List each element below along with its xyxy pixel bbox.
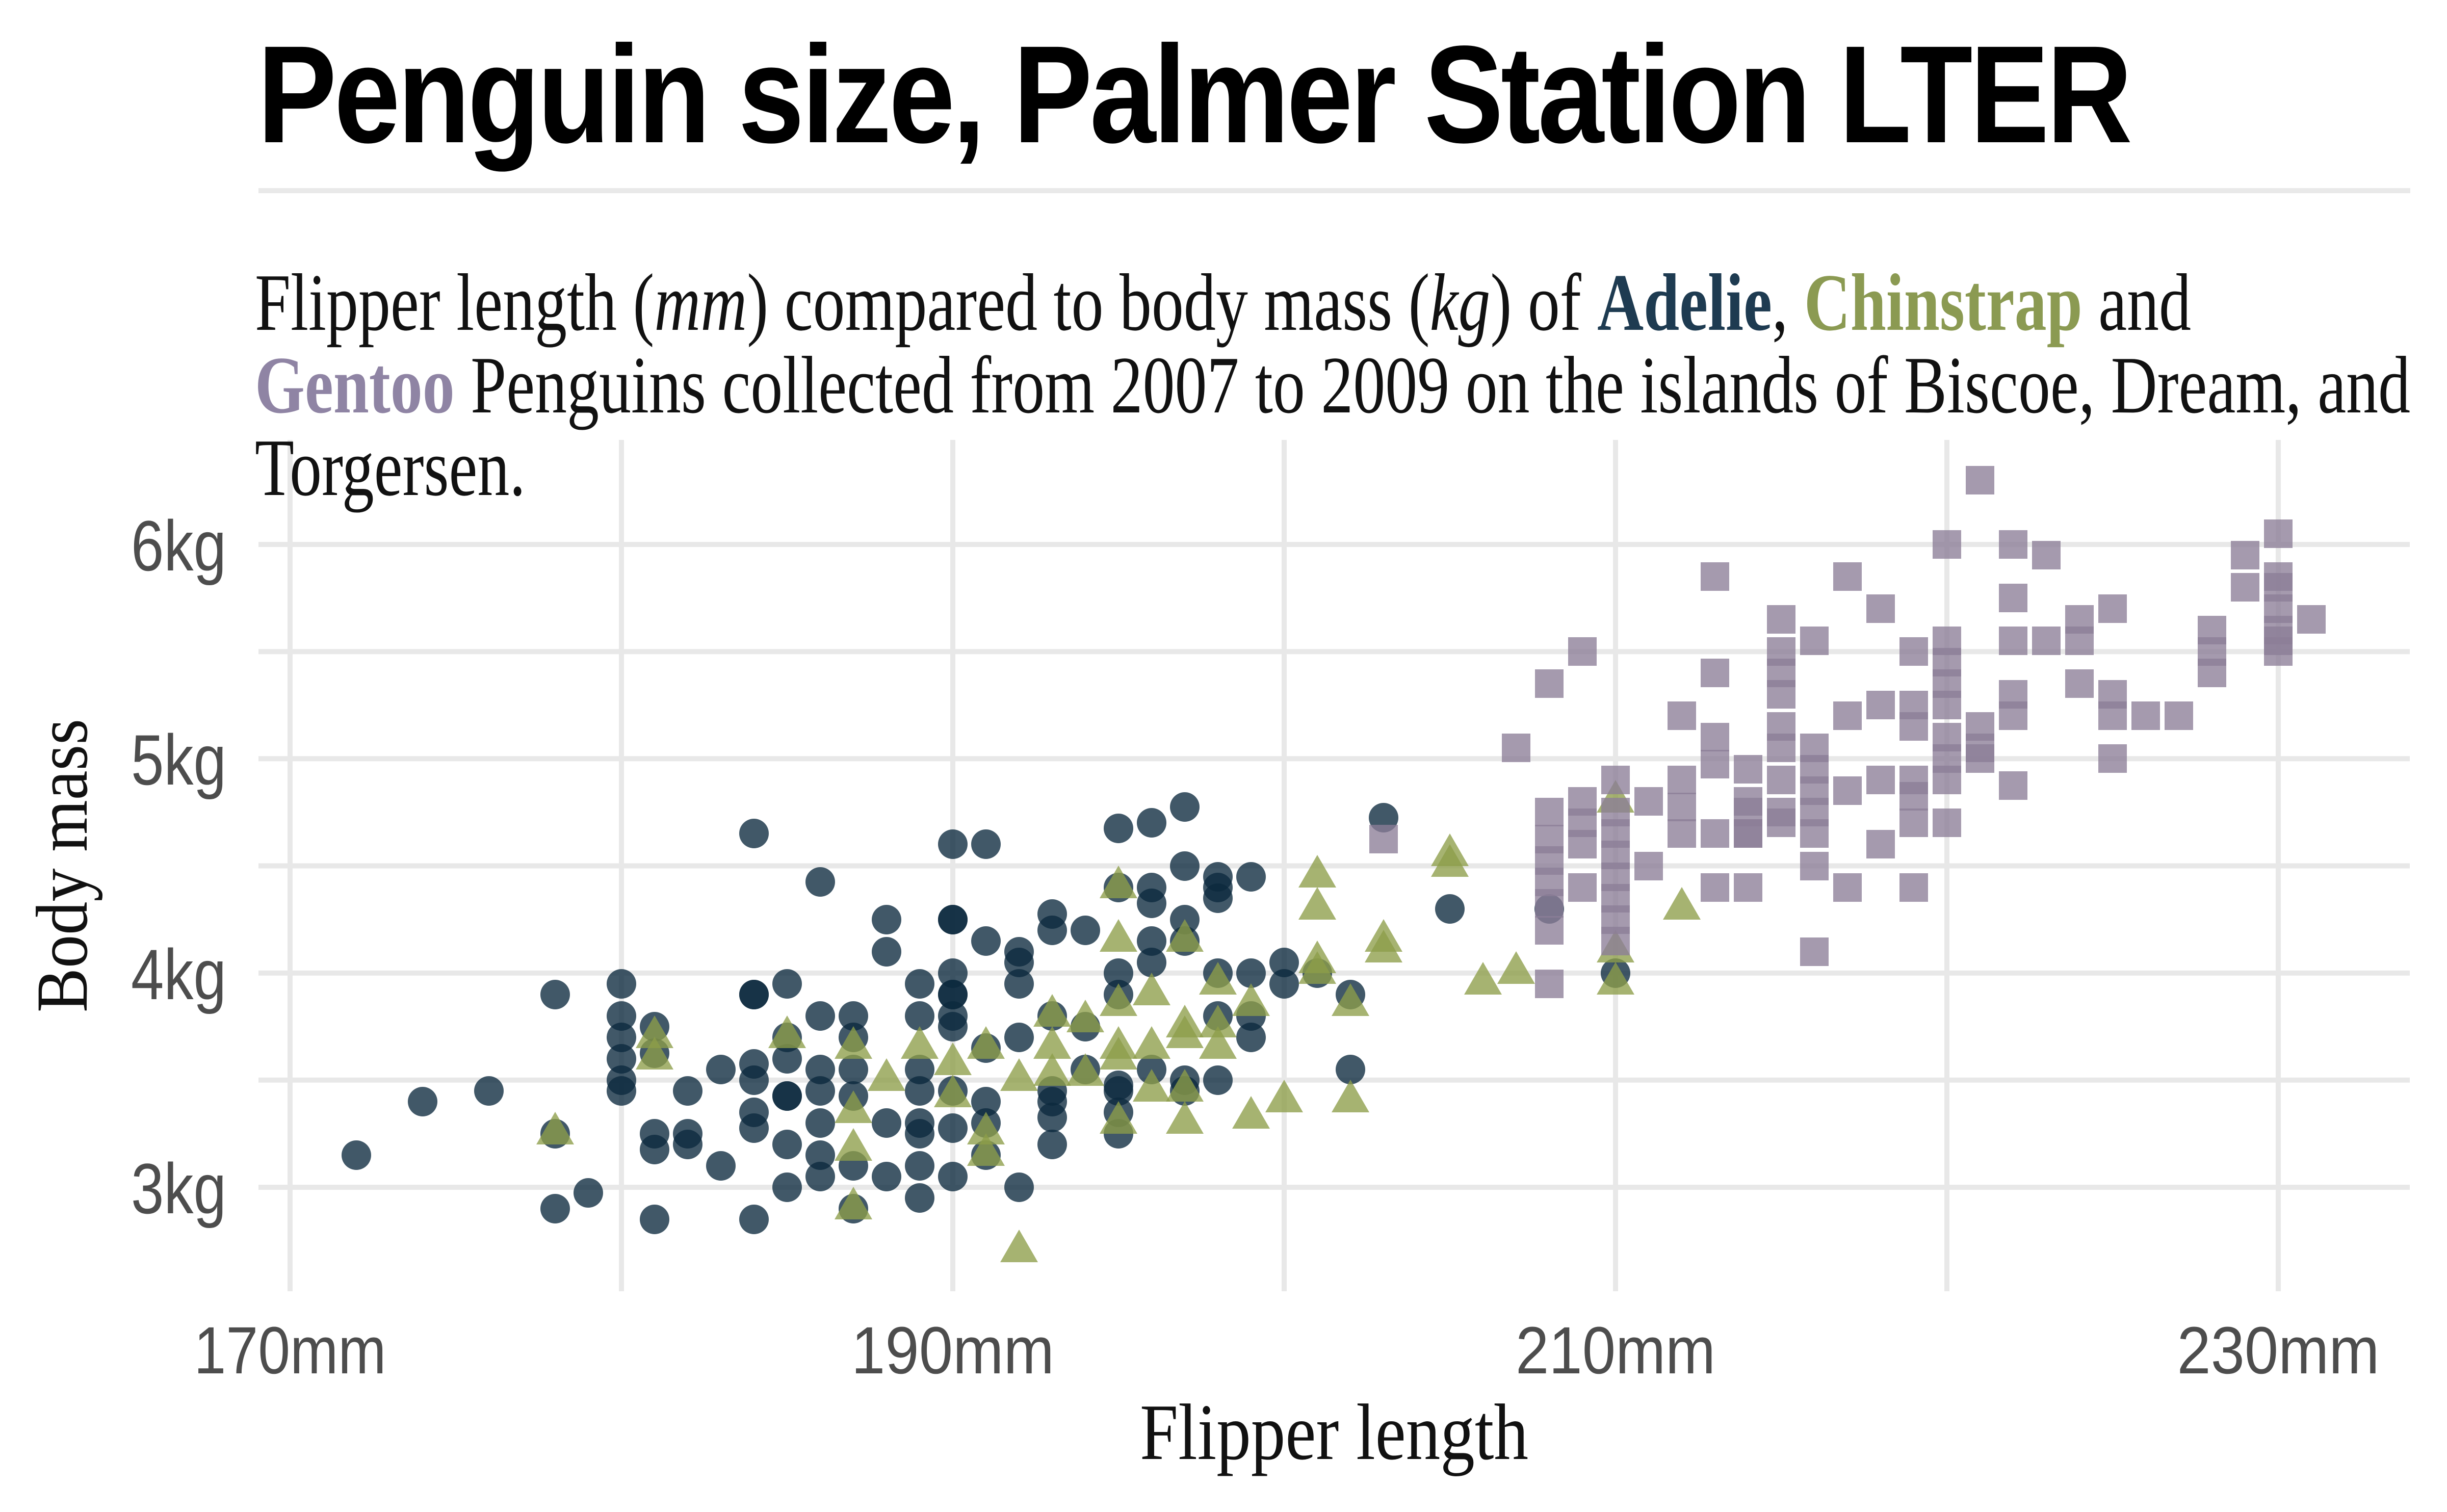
svg-text:5kg: 5kg [131,720,226,800]
svg-text:3kg: 3kg [131,1149,226,1229]
svg-text:190mm: 190mm [851,1313,1054,1388]
svg-text:6kg: 6kg [131,506,226,586]
svg-text:170mm: 170mm [194,1313,386,1388]
svg-text:Body mass: Body mass [22,719,103,1012]
svg-text:4kg: 4kg [131,934,226,1014]
svg-text:230mm: 230mm [2177,1313,2380,1388]
svg-text:210mm: 210mm [1516,1313,1715,1388]
svg-text:Flipper length: Flipper length [1140,1388,1528,1476]
